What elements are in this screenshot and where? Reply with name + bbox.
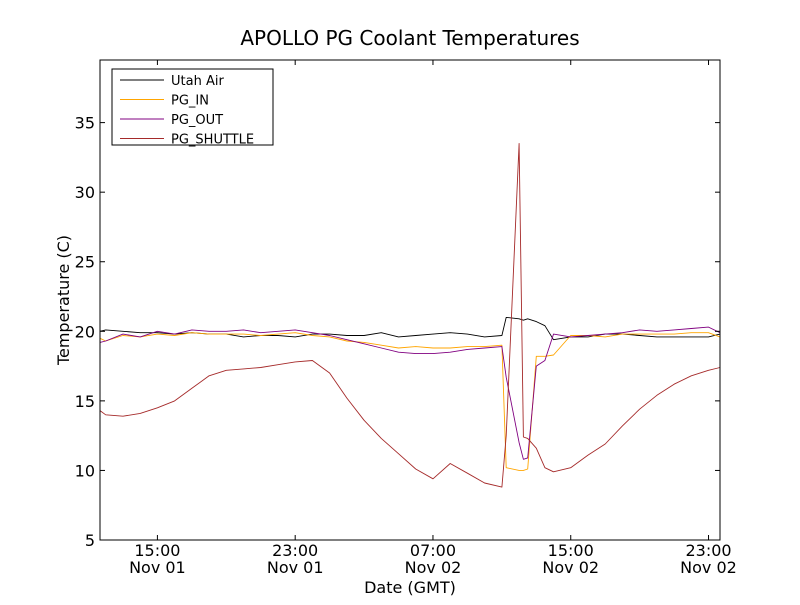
series-layer <box>99 143 721 488</box>
x-tick-label-time: 15:00 <box>548 541 594 560</box>
x-tick-label-time: 23:00 <box>685 541 731 560</box>
x-tick-label-time: 07:00 <box>410 541 456 560</box>
x-tick-label-date: Nov 02 <box>680 558 737 577</box>
x-tick-label-date: Nov 02 <box>542 558 599 577</box>
chart-title: APOLLO PG Coolant Temperatures <box>240 26 579 50</box>
series-line-pg-in <box>99 332 721 471</box>
x-tick-label-date: Nov 02 <box>405 558 462 577</box>
legend-label-utah-air: Utah Air <box>171 74 224 89</box>
x-tick-label-date: Nov 01 <box>267 558 324 577</box>
y-tick-label: 35 <box>75 114 95 133</box>
y-tick-label: 30 <box>75 183 95 202</box>
series-line-pg-shuttle <box>99 143 721 488</box>
legend-label-pg-shuttle: PG_SHUTTLE <box>171 133 254 148</box>
x-tick-label-time: 23:00 <box>272 541 318 560</box>
x-tick-label-time: 15:00 <box>134 541 180 560</box>
y-tick-label: 25 <box>75 253 95 272</box>
legend-label-pg-in: PG_IN <box>171 94 209 109</box>
legend-box <box>111 68 274 146</box>
x-tick-label-date: Nov 01 <box>129 558 186 577</box>
y-tick-label: 5 <box>85 531 95 550</box>
y-tick-label: 15 <box>75 392 95 411</box>
series-line-pg-out <box>99 326 721 460</box>
y-axis-label: Temperature (C) <box>54 235 73 366</box>
plot-frame <box>99 59 721 541</box>
legend-label-pg-out: PG_OUT <box>171 113 223 128</box>
y-tick-label: 20 <box>75 322 95 341</box>
legend: Utah Air PG_IN PG_OUT PG_SHUTTLE <box>111 68 274 148</box>
y-tick-label: 10 <box>75 461 95 480</box>
x-axis-label: Date (GMT) <box>364 578 456 597</box>
